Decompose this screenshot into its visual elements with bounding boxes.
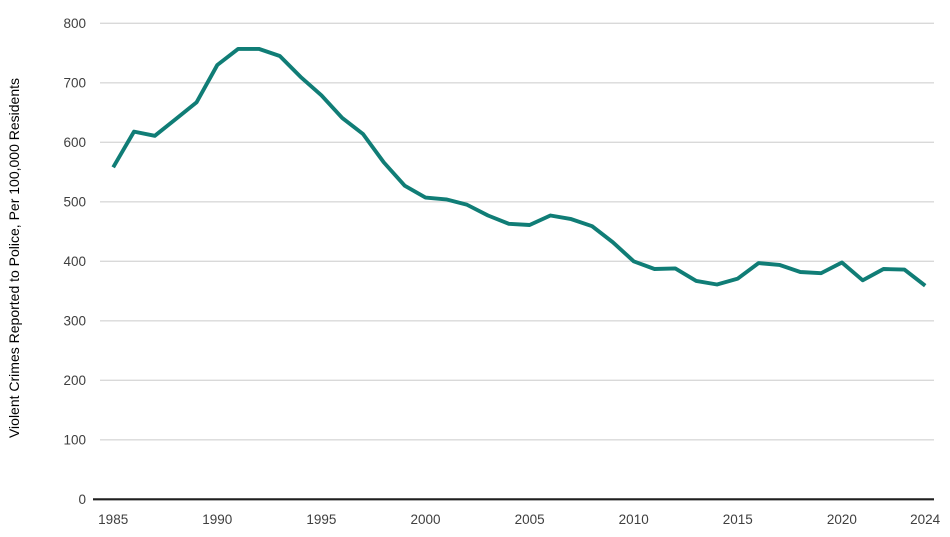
y-tick-label: 500 [63,195,86,210]
x-tick-label: 2015 [723,512,753,527]
x-tick-label: 1995 [306,512,336,527]
x-tick-label: 2000 [410,512,440,527]
y-axis-tick-labels: 0 100 200 300 400 500 600 700 800 [63,16,86,507]
gridlines [100,22,934,441]
y-tick-label: 200 [63,373,86,388]
x-tick-label: 2020 [827,512,857,527]
y-tick-label: 400 [63,254,86,269]
x-tick-label: 2010 [619,512,649,527]
x-tick-label: 2024 [910,512,941,527]
y-tick-label: 700 [63,76,86,91]
x-axis-tick-labels: 1985 1990 1995 2000 2005 2010 2015 2020 2024 [98,512,941,527]
x-tick-label: 1985 [98,512,128,527]
x-tick-label: 2005 [515,512,545,527]
y-tick-label: 300 [63,314,86,329]
y-tick-label: 600 [63,135,86,150]
y-tick-label: 100 [63,433,86,448]
x-tick-label: 1990 [202,512,232,527]
y-tick-label: 800 [63,16,86,31]
crime-rate-line [111,46,927,288]
y-tick-label: 0 [78,492,86,507]
y-axis-title: Violent Crimes Reported to Police, Per 1… [6,78,22,438]
